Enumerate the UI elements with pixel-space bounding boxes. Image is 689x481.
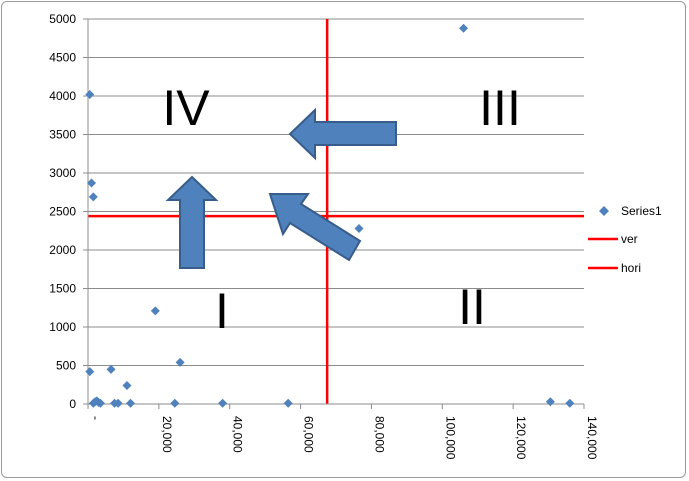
- data-point: [218, 398, 228, 408]
- data-point: [95, 398, 105, 408]
- y-tick-label: 4500: [49, 51, 76, 65]
- quadrant-label-i: I: [215, 283, 229, 339]
- y-tick-label: 500: [56, 359, 76, 373]
- x-tick-label: 140,000: [585, 416, 599, 460]
- x-tick-label: 60,000: [302, 416, 316, 453]
- data-point: [175, 357, 185, 367]
- y-tick-label: 2500: [49, 205, 76, 219]
- data-point: [85, 367, 95, 377]
- data-point: [459, 23, 469, 33]
- y-tick-label: 0: [69, 397, 76, 411]
- data-point: [122, 381, 132, 391]
- data-points: [85, 23, 575, 408]
- data-point: [545, 397, 555, 407]
- quadrant-label-iv: IV: [162, 80, 210, 136]
- data-point: [106, 364, 116, 374]
- quadrant-label-iii: III: [479, 80, 521, 136]
- data-point: [126, 398, 136, 408]
- data-point: [150, 306, 160, 316]
- data-point: [170, 398, 180, 408]
- x-tick-labels: - 20,000 40,000 60,000 80,000 100,000 120,000 1…: [89, 416, 599, 460]
- gridlines: [88, 18, 584, 366]
- data-point: [283, 398, 293, 408]
- arrow-up-annotation: [165, 175, 219, 269]
- data-point: [88, 192, 98, 202]
- arrow-diagonal-annotation: [268, 193, 362, 262]
- axes: [83, 18, 585, 409]
- arrow-left-annotation: [288, 107, 397, 161]
- y-tick-label: 3500: [49, 128, 76, 142]
- x-tick-label: 40,000: [231, 416, 245, 453]
- x-tick-label: -: [89, 416, 103, 420]
- y-tick-label: 1000: [49, 320, 76, 334]
- legend: Series1 ver hori: [588, 204, 662, 275]
- legend-label-hori: hori: [621, 261, 641, 275]
- reference-lines: [88, 19, 584, 404]
- data-point: [354, 223, 364, 233]
- x-tick-label: 120,000: [514, 416, 528, 460]
- data-point: [85, 89, 95, 99]
- x-tick-label: 20,000: [160, 416, 174, 453]
- data-point: [87, 178, 97, 188]
- x-tick-label: 80,000: [372, 416, 386, 453]
- y-tick-label: 4000: [49, 89, 76, 103]
- quadrant-label-ii: II: [458, 279, 486, 335]
- data-point: [565, 398, 575, 408]
- legend-marker-series1: [599, 206, 609, 216]
- y-tick-label: 1500: [49, 282, 76, 296]
- x-tick-label: 100,000: [443, 416, 457, 460]
- legend-label-ver: ver: [621, 232, 638, 246]
- y-tick-label: 3000: [49, 166, 76, 180]
- y-tick-label: 5000: [49, 12, 76, 26]
- legend-label-series1: Series1: [621, 204, 662, 218]
- y-tick-labels: 0 500 1000 1500 2000 2500 3000 3500 4000 4500 5000: [49, 12, 76, 411]
- y-tick-label: 2000: [49, 243, 76, 257]
- data-point: [113, 398, 123, 408]
